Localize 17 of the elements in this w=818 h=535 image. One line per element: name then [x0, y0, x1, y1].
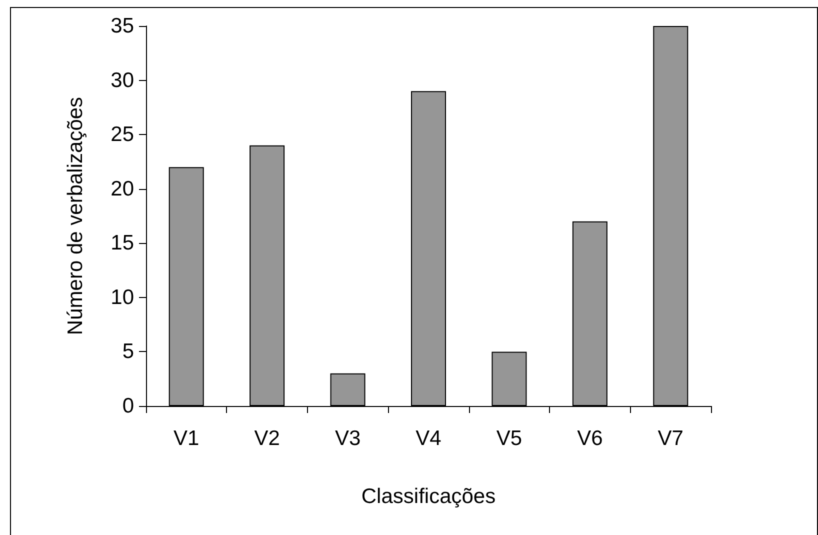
x-axis-title: Classificações — [361, 485, 496, 508]
y-tick-label: 30 — [110, 68, 134, 92]
y-tick-label: 35 — [110, 14, 134, 38]
y-tick-label: 15 — [110, 232, 134, 255]
x-tick-label: V5 — [496, 427, 522, 450]
x-tick-label: V6 — [577, 427, 603, 450]
y-axis-title: Número de verbalizações — [64, 96, 87, 336]
x-tick-label: V1 — [174, 427, 200, 450]
x-tick-label: V7 — [658, 427, 684, 450]
y-tick-label: 10 — [110, 286, 134, 309]
y-tick-label: 0 — [122, 394, 134, 418]
y-tick-label: 25 — [110, 123, 134, 146]
y-tick-label: 20 — [110, 177, 134, 200]
x-tick-label: V3 — [334, 427, 361, 450]
x-tick-label: V4 — [416, 427, 442, 450]
x-tick-label: V2 — [254, 427, 280, 450]
y-tick-label: 5 — [122, 340, 134, 364]
